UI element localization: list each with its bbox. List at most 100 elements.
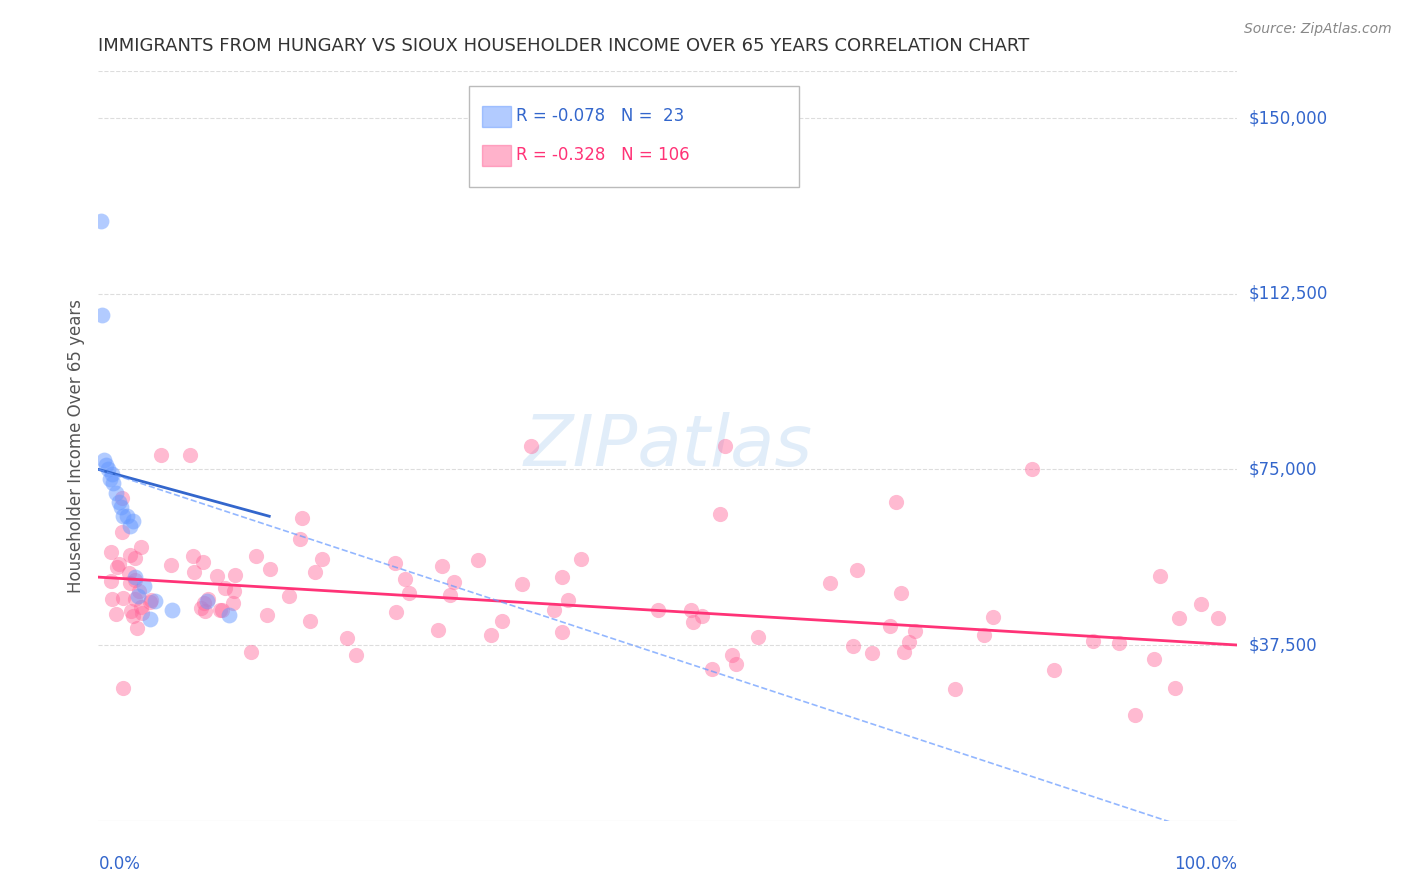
Sioux	[214, 581, 236, 595]
Sioux	[398, 586, 420, 600]
Text: 100.0%: 100.0%	[1174, 855, 1237, 873]
Immigrants from Hungary	[162, 603, 184, 617]
Sioux	[208, 603, 231, 617]
Sioux	[569, 552, 592, 566]
Sioux	[1164, 681, 1187, 695]
Bar	[482, 106, 510, 127]
Immigrants from Hungary	[115, 509, 138, 524]
Text: $150,000: $150,000	[1249, 109, 1327, 128]
Sioux	[647, 603, 669, 617]
Immigrants from Hungary	[121, 514, 143, 528]
Sioux	[1125, 708, 1147, 723]
Sioux	[124, 591, 146, 606]
Sioux	[128, 583, 150, 598]
Sioux	[197, 592, 219, 607]
Sioux	[194, 604, 217, 618]
Immigrants from Hungary	[127, 589, 149, 603]
Sioux	[709, 507, 731, 521]
Text: IMMIGRANTS FROM HUNGARY VS SIOUX HOUSEHOLDER INCOME OVER 65 YEARS CORRELATION CH: IMMIGRANTS FROM HUNGARY VS SIOUX HOUSEHO…	[98, 37, 1029, 54]
Immigrants from Hungary	[108, 495, 131, 509]
Sioux	[183, 565, 205, 579]
Sioux	[981, 609, 1004, 624]
Sioux	[1081, 634, 1104, 648]
Sioux	[118, 548, 141, 562]
Text: 0.0%: 0.0%	[98, 855, 141, 873]
Sioux	[394, 573, 416, 587]
Sioux	[150, 449, 173, 463]
Sioux	[510, 577, 533, 591]
Immigrants from Hungary	[110, 500, 132, 514]
Sioux	[860, 646, 883, 660]
Text: Source: ZipAtlas.com: Source: ZipAtlas.com	[1244, 22, 1392, 37]
Immigrants from Hungary	[112, 509, 135, 524]
Sioux	[1189, 597, 1212, 611]
Sioux	[1149, 568, 1171, 582]
Sioux	[714, 439, 737, 453]
Sioux	[190, 600, 212, 615]
Sioux	[1168, 611, 1191, 625]
Sioux	[160, 558, 183, 573]
Sioux	[1108, 636, 1130, 650]
Sioux	[211, 603, 233, 617]
Sioux	[181, 549, 204, 563]
FancyBboxPatch shape	[468, 87, 799, 187]
Sioux	[898, 634, 921, 648]
Sioux	[108, 558, 131, 572]
Sioux	[893, 645, 915, 659]
Sioux	[818, 576, 841, 591]
Sioux	[124, 573, 146, 587]
Sioux	[118, 576, 141, 591]
Sioux	[344, 648, 367, 663]
Sioux	[205, 568, 228, 582]
Sioux	[700, 662, 723, 676]
Sioux	[259, 562, 281, 576]
Immigrants from Hungary	[96, 458, 118, 472]
Sioux	[120, 604, 142, 618]
Sioux	[1206, 611, 1229, 625]
Sioux	[139, 592, 162, 607]
Sioux	[491, 614, 513, 628]
Sioux	[890, 585, 912, 599]
Sioux	[520, 439, 543, 453]
Sioux	[239, 644, 262, 658]
Y-axis label: Householder Income Over 65 years: Householder Income Over 65 years	[66, 299, 84, 593]
Sioux	[1043, 663, 1066, 677]
Immigrants from Hungary	[195, 593, 218, 607]
Sioux	[100, 574, 122, 588]
Sioux	[432, 559, 454, 574]
Sioux	[191, 556, 214, 570]
Sioux	[747, 630, 769, 644]
Sioux	[111, 491, 134, 505]
Sioux	[845, 563, 868, 577]
Sioux	[288, 532, 311, 546]
Sioux	[129, 540, 152, 554]
Immigrants from Hungary	[90, 308, 112, 322]
Immigrants from Hungary	[101, 467, 124, 482]
Sioux	[426, 623, 449, 637]
Sioux	[222, 596, 245, 610]
Sioux	[467, 552, 489, 566]
Sioux	[841, 640, 863, 654]
Immigrants from Hungary	[218, 607, 240, 622]
Sioux	[1143, 652, 1166, 666]
Sioux	[879, 618, 901, 632]
Sioux	[481, 627, 503, 641]
Sioux	[111, 591, 134, 606]
Text: R = -0.328   N = 106: R = -0.328 N = 106	[516, 146, 690, 164]
Sioux	[124, 551, 146, 566]
Sioux	[439, 588, 461, 602]
Sioux	[690, 608, 713, 623]
Sioux	[118, 566, 141, 581]
Immigrants from Hungary	[103, 476, 125, 491]
Sioux	[179, 449, 201, 463]
Sioux	[336, 631, 359, 645]
Immigrants from Hungary	[104, 485, 127, 500]
Sioux	[298, 614, 321, 628]
Sioux	[557, 593, 579, 607]
Sioux	[904, 624, 927, 639]
Immigrants from Hungary	[96, 462, 118, 476]
Immigrants from Hungary	[120, 518, 142, 533]
Sioux	[110, 525, 132, 540]
Sioux	[122, 608, 145, 623]
Sioux	[724, 657, 747, 671]
